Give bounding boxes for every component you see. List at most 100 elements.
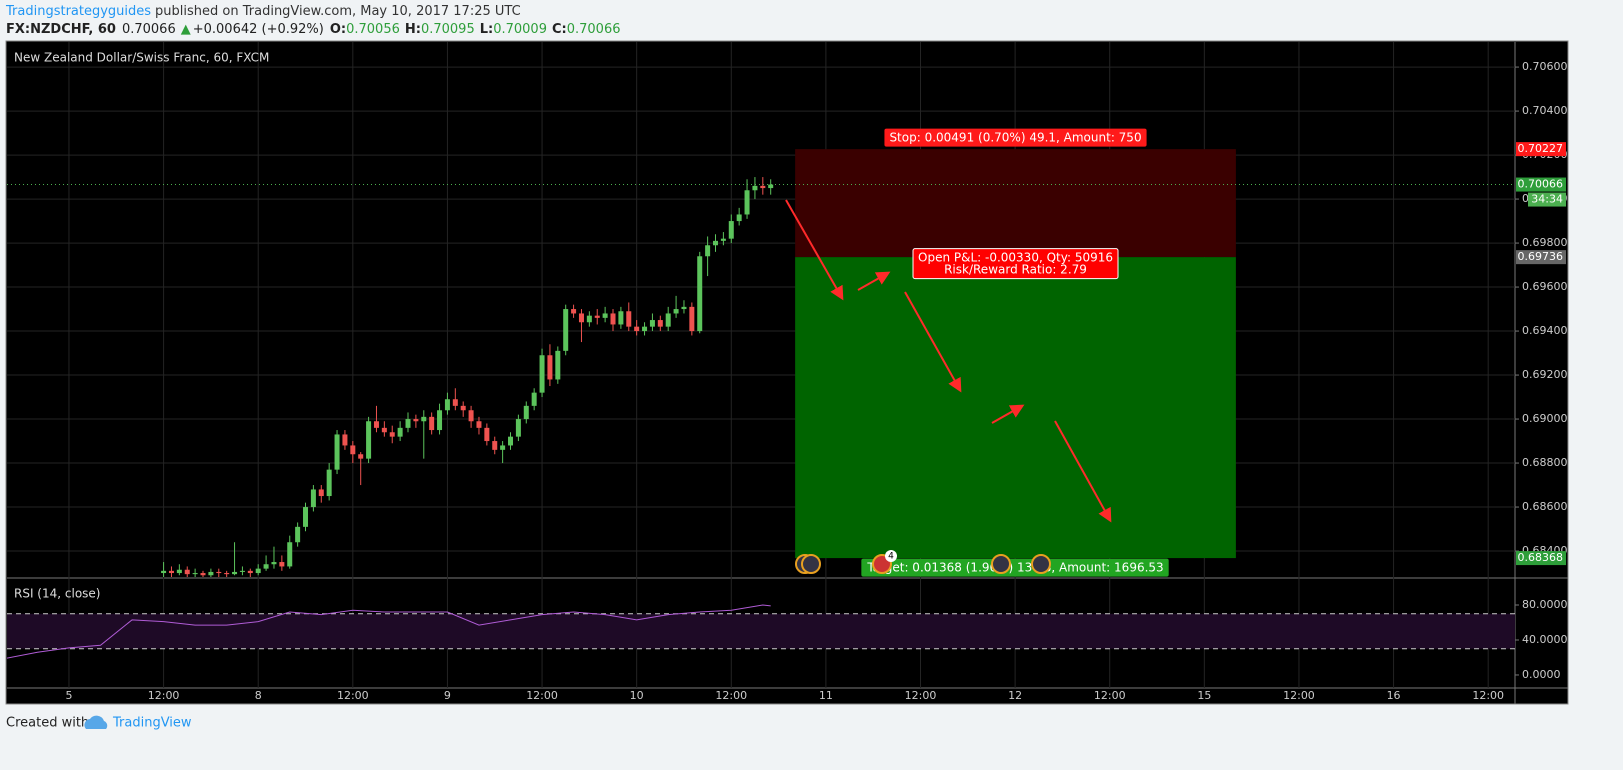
candle-body: [539, 355, 545, 393]
footer-brand[interactable]: TradingView: [112, 716, 192, 731]
y-tick-label: 0.69200: [1522, 368, 1568, 381]
stop-zone: [795, 149, 1236, 258]
ohlc-value: 0.70095: [421, 22, 475, 37]
candle-body: [279, 562, 285, 567]
author[interactable]: Tradingstrategyguides: [5, 4, 151, 19]
event-icon[interactable]: [801, 554, 821, 574]
ohlc-value: 0.70056: [346, 22, 400, 37]
y-tick-label: 40.0000: [1522, 633, 1568, 646]
candle-body: [342, 434, 348, 446]
candle-body: [326, 469, 332, 497]
x-tick-label: 8: [255, 689, 262, 702]
x-tick-label: 12:00: [715, 689, 747, 702]
symbol-line: FX:NZDCHF, 60 0.70066 ▲ +0.00642 (+0.92%) O:…: [6, 22, 621, 37]
candle-body: [602, 313, 608, 318]
price-tag-label: 0.69736: [1518, 250, 1564, 263]
y-tick-label: 0.69600: [1522, 280, 1568, 293]
candle-body: [287, 542, 293, 567]
price-tag-label: 0.68368: [1518, 551, 1564, 564]
rsi-title: RSI (14, close): [14, 587, 100, 601]
candle-body: [720, 238, 726, 241]
ohlc-key: C:: [552, 22, 567, 37]
ohlc-key: O:: [330, 22, 346, 37]
candle-body: [310, 489, 316, 508]
candle-body: [247, 570, 253, 574]
rsi-pane: [7, 604, 1515, 659]
event-icon[interactable]: [1031, 554, 1051, 574]
candle-body: [161, 570, 167, 574]
x-tick-label: 5: [65, 689, 72, 702]
candle-body: [642, 326, 648, 332]
candle-body: [271, 562, 277, 565]
position-label: Stop: 0.00491 (0.70%) 49.1, Amount: 750: [889, 131, 1141, 145]
candle-body: [578, 313, 584, 323]
candle-body: [681, 306, 687, 310]
x-tick-label: 12:00: [526, 689, 558, 702]
label-box: [912, 248, 1119, 280]
candle-body: [500, 445, 506, 450]
y-tick-label: 0.68800: [1522, 456, 1568, 469]
x-tick-label: 12:00: [1472, 689, 1504, 702]
candle-body: [657, 320, 663, 327]
chart-frame: [5, 40, 1569, 705]
arrow: [991, 404, 1025, 424]
candle-body: [389, 432, 395, 437]
candle-body: [200, 573, 206, 576]
axes: 5 12:00 8 12:00 9 12:00 10 12:00 11 12:00 12 12:00 1…: [65, 60, 1567, 702]
candle-body: [586, 315, 592, 323]
price-tag: [1516, 250, 1566, 265]
price-tag-label: 0.70066: [1518, 178, 1564, 191]
candle-body: [366, 421, 372, 459]
candle-body: [547, 355, 553, 380]
change: +0.00642 (+0.92%): [193, 22, 324, 37]
candle-body: [705, 245, 711, 257]
candle-body: [358, 454, 364, 459]
price-tag: [1516, 551, 1566, 566]
candle-body: [476, 421, 482, 428]
x-tick-label: 15: [1197, 689, 1211, 702]
candle-body: [610, 313, 616, 325]
event-badge-count: 4: [888, 552, 894, 562]
candle-body: [224, 573, 230, 575]
candle-body: [531, 392, 537, 406]
events[interactable]: 4: [795, 550, 1051, 574]
event-icon[interactable]: [991, 554, 1011, 574]
price-tag: [1516, 142, 1566, 157]
candle-body: [413, 419, 419, 422]
candle-body: [192, 573, 198, 575]
position-label: Risk/Reward Ratio: 2.79: [944, 263, 1087, 277]
footer-created: Created with: [6, 716, 89, 731]
x-tick-label: 16: [1387, 689, 1401, 702]
x-tick-label: 12:00: [905, 689, 937, 702]
candle-body: [649, 320, 655, 327]
countdown: 34:34: [1531, 193, 1563, 206]
candle-body: [397, 427, 403, 437]
price-tag: [1516, 177, 1566, 192]
candle-body: [437, 410, 443, 431]
y-tick-label: 0.70600: [1522, 60, 1568, 73]
candle-body: [452, 399, 458, 406]
candle-body: [752, 185, 758, 191]
arrow: [1054, 420, 1112, 523]
candle-body: [373, 421, 379, 428]
price-tag-label: 0.70227: [1518, 142, 1564, 155]
candle-body: [168, 570, 174, 574]
candle-body: [334, 434, 340, 470]
price: 0.70066: [122, 22, 176, 37]
candle-body: [760, 185, 766, 189]
candle-body: [405, 419, 411, 428]
candle-body: [429, 416, 435, 431]
candle-body: [508, 436, 514, 446]
candle-body: [216, 571, 222, 574]
candle-body: [713, 240, 719, 246]
candle-body: [736, 214, 742, 222]
x-tick-label: 11: [819, 689, 833, 702]
candle-body: [744, 190, 750, 215]
label-box: [861, 558, 1169, 577]
candle-body: [492, 441, 498, 450]
candle-body: [484, 427, 490, 442]
candle-body: [208, 571, 214, 576]
candle-body: [555, 350, 561, 380]
candle-body: [184, 569, 190, 575]
x-tick-label: 12:00: [337, 689, 369, 702]
